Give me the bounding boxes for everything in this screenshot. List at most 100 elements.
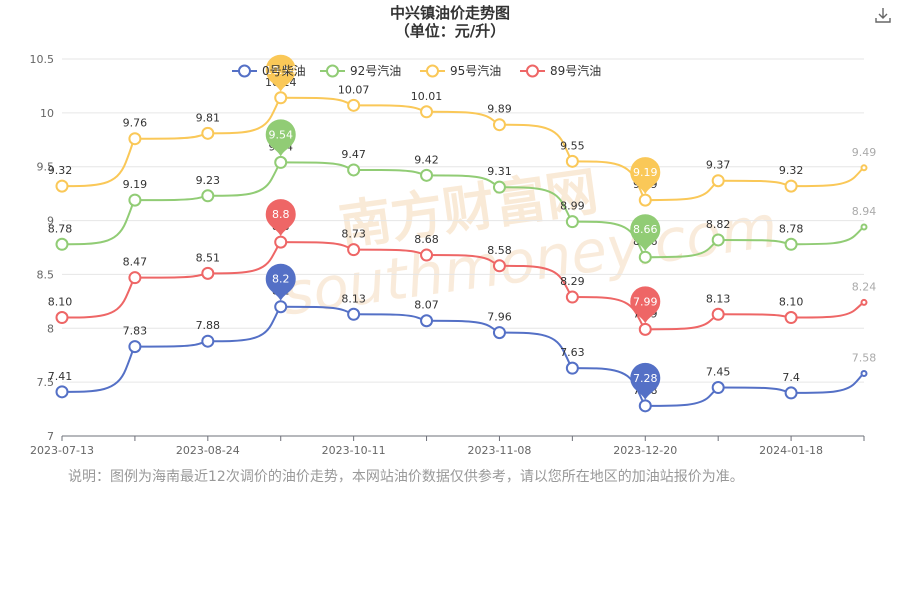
pin-shape [630, 286, 661, 324]
x-tick-label: 2023-12-20 [613, 444, 677, 457]
data-point[interactable] [638, 250, 652, 264]
data-label: 9.47 [341, 148, 366, 161]
data-point[interactable] [201, 266, 215, 280]
data-label: 8.82 [706, 218, 731, 231]
data-label: 8.10 [779, 296, 804, 309]
y-tick-label: 7 [47, 430, 54, 443]
data-label: 9.32 [779, 164, 804, 177]
data-point[interactable] [711, 381, 725, 395]
y-tick-label: 8.5 [37, 268, 55, 281]
data-label: 8.73 [341, 228, 366, 241]
data-point[interactable] [784, 237, 798, 251]
pin-shape [265, 119, 296, 157]
data-point[interactable] [784, 179, 798, 193]
legend[interactable]: 0号柴油 92号汽油 95号汽油 89号汽油 [232, 63, 601, 78]
data-point[interactable] [55, 385, 69, 399]
legend-item-3[interactable]: 89号汽油 [520, 63, 601, 78]
data-point[interactable] [420, 105, 434, 119]
data-point[interactable] [347, 98, 361, 112]
data-label: 7.58 [852, 352, 877, 365]
max-pin: 8.8 [265, 199, 296, 237]
data-point[interactable] [565, 290, 579, 304]
data-point[interactable] [711, 233, 725, 247]
data-label: 9.76 [123, 117, 148, 130]
pin-label: 9.54 [268, 128, 293, 141]
data-point[interactable] [860, 223, 868, 231]
data-point[interactable] [492, 180, 506, 194]
y-tick-label: 9.5 [37, 161, 55, 174]
chart-subtitle: （单位：元/升） [394, 22, 506, 40]
min-pin: 7.99 [630, 286, 661, 324]
y-tick-label: 7.5 [37, 376, 55, 389]
data-point[interactable] [55, 311, 69, 325]
data-point[interactable] [492, 259, 506, 273]
data-point[interactable] [201, 334, 215, 348]
legend-item-1[interactable]: 92号汽油 [320, 63, 401, 78]
data-label: 7.96 [487, 311, 512, 324]
data-point[interactable] [55, 179, 69, 193]
data-point[interactable] [420, 314, 434, 328]
data-point[interactable] [201, 126, 215, 140]
data-label: 9.32 [48, 164, 73, 177]
legend-item-0[interactable]: 0号柴油 [232, 64, 306, 78]
max-pin: 10.14 [265, 54, 296, 92]
data-point[interactable] [347, 243, 361, 257]
data-point[interactable] [711, 307, 725, 321]
pin-label: 8.8 [272, 208, 290, 221]
min-pin: 7.28 [630, 362, 661, 400]
data-point[interactable] [128, 193, 142, 207]
download-icon[interactable] [874, 6, 892, 24]
data-label: 9.55 [560, 139, 585, 152]
data-point[interactable] [274, 155, 288, 169]
legend-label: 95号汽油 [450, 63, 501, 78]
pin-label: 8.2 [272, 273, 290, 286]
data-point[interactable] [860, 370, 868, 378]
data-label: 7.4 [782, 371, 800, 384]
legend-item-2[interactable]: 95号汽油 [420, 63, 501, 78]
data-label: 8.13 [341, 292, 366, 305]
data-point[interactable] [860, 164, 868, 172]
data-point[interactable] [420, 248, 434, 262]
legend-label: 89号汽油 [550, 63, 601, 78]
pin-label: 7.99 [633, 295, 658, 308]
data-label: 9.89 [487, 103, 512, 116]
data-point[interactable] [784, 386, 798, 400]
data-point[interactable] [274, 235, 288, 249]
data-point[interactable] [492, 118, 506, 132]
data-label: 9.19 [123, 178, 148, 191]
data-point[interactable] [128, 340, 142, 354]
data-point[interactable] [128, 271, 142, 285]
data-point[interactable] [638, 193, 652, 207]
data-label: 8.29 [560, 275, 585, 288]
data-label: 7.88 [196, 319, 221, 332]
data-point[interactable] [860, 298, 868, 306]
data-point[interactable] [128, 132, 142, 146]
data-point[interactable] [784, 311, 798, 325]
data-point[interactable] [201, 189, 215, 203]
data-point[interactable] [638, 399, 652, 413]
data-label: 7.83 [123, 325, 148, 338]
data-point[interactable] [565, 215, 579, 229]
pin-label: 9.19 [633, 166, 658, 179]
pin-label: 8.66 [633, 223, 658, 236]
data-point[interactable] [274, 91, 288, 105]
series-0-line [61, 305, 865, 407]
data-point[interactable] [274, 300, 288, 314]
data-label: 8.78 [48, 222, 73, 235]
y-tick-label: 8 [47, 322, 54, 335]
data-label: 9.31 [487, 165, 512, 178]
data-point[interactable] [347, 163, 361, 177]
legend-marker [238, 64, 251, 78]
data-point[interactable] [638, 322, 652, 336]
data-point[interactable] [347, 307, 361, 321]
data-point[interactable] [55, 237, 69, 251]
data-point[interactable] [565, 154, 579, 168]
data-point[interactable] [565, 361, 579, 375]
x-tick-label: 2023-08-24 [176, 444, 240, 457]
data-label: 9.37 [706, 159, 731, 172]
data-label: 10.01 [411, 90, 443, 103]
data-point[interactable] [492, 326, 506, 340]
data-point[interactable] [711, 174, 725, 188]
data-point[interactable] [420, 168, 434, 182]
